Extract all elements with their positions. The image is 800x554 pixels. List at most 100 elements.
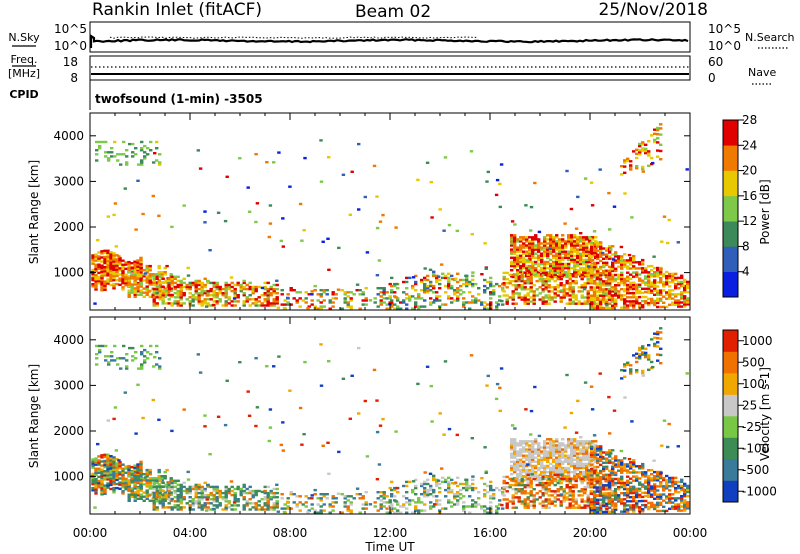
power-cell	[139, 256, 143, 260]
velocity-cell	[565, 496, 569, 499]
velocity-cell	[544, 506, 548, 509]
power-cell	[160, 273, 164, 276]
velocity-cell	[176, 479, 180, 482]
velocity-cell	[492, 497, 496, 500]
power-cell	[227, 283, 231, 287]
velocity-cell	[537, 479, 541, 482]
power-cell	[544, 271, 548, 275]
power-cell	[513, 246, 517, 249]
velocity-cell	[100, 470, 104, 473]
power-cell	[465, 278, 469, 282]
power-cell	[191, 296, 195, 299]
velocity-cell	[179, 487, 183, 491]
power-cell	[530, 269, 534, 272]
power-cell	[534, 246, 538, 249]
power-cell	[176, 304, 180, 307]
velocity-cell	[570, 438, 574, 441]
velocity-cell	[164, 483, 168, 487]
power-cell	[537, 248, 541, 251]
power-cell	[576, 269, 580, 272]
velocity-cell	[528, 454, 532, 457]
velocity-cell	[242, 506, 246, 509]
power-cell	[91, 283, 95, 286]
velocity-cell	[564, 458, 568, 461]
velocity-cell	[579, 436, 583, 439]
power-cell	[148, 275, 152, 278]
velocity-cell	[558, 462, 562, 466]
power-cell	[157, 266, 161, 270]
power-cell	[599, 272, 603, 275]
velocity-cell	[544, 481, 548, 485]
velocity-cell	[245, 502, 249, 505]
power-cell	[659, 277, 663, 280]
power-cell	[251, 302, 255, 305]
velocity-cell	[272, 491, 276, 495]
velocity-cell	[528, 448, 532, 451]
power-cell	[513, 238, 517, 241]
velocity-cell	[200, 506, 204, 509]
power-cell	[614, 292, 618, 295]
power-cell	[173, 275, 177, 278]
velocity-cell	[94, 490, 98, 493]
power-cell	[522, 266, 526, 270]
velocity-cell	[567, 475, 571, 478]
velocity-cell	[541, 500, 545, 503]
power-cell	[550, 277, 554, 281]
power-cell	[599, 265, 603, 269]
power-cell	[608, 292, 612, 295]
velocity-cell	[121, 475, 125, 479]
power-cell	[546, 242, 550, 245]
power-cell	[350, 170, 354, 173]
velocity-cell	[523, 506, 527, 509]
velocity-cell	[665, 487, 669, 490]
velocity-cell	[212, 504, 216, 507]
velocity-cell	[565, 506, 569, 509]
power-cell	[267, 235, 271, 239]
velocity-cell	[349, 503, 353, 506]
power-cell	[605, 292, 609, 295]
velocity-cell	[328, 511, 332, 514]
velocity-cell	[674, 497, 678, 500]
power-cell	[674, 295, 678, 298]
velocity-cell	[552, 440, 556, 443]
velocity-cell	[641, 495, 645, 499]
velocity-cell	[528, 470, 532, 474]
velocity-cell	[677, 509, 681, 512]
velocity-cell	[638, 487, 642, 490]
power-cell	[182, 292, 186, 295]
power-cell	[522, 260, 526, 264]
velocity-cell	[585, 452, 589, 455]
velocity-cell	[495, 509, 499, 512]
velocity-cell	[573, 440, 577, 443]
velocity-cell	[647, 475, 651, 478]
power-cell	[568, 286, 572, 289]
velocity-cell	[519, 448, 523, 451]
power-cell	[573, 271, 577, 274]
power-cell	[513, 236, 517, 239]
velocity-cell	[103, 490, 107, 493]
velocity-cell	[665, 501, 669, 504]
power-cell	[191, 281, 195, 285]
velocity-cell	[511, 502, 515, 505]
power-cell	[585, 262, 589, 266]
velocity-cell	[588, 452, 592, 455]
power-cell	[568, 290, 572, 293]
power-cell	[103, 282, 107, 285]
velocity-cell	[91, 472, 95, 476]
velocity-cell	[127, 466, 131, 470]
power-cell	[614, 277, 618, 281]
velocity-cell	[588, 446, 592, 449]
power-cell	[656, 149, 660, 152]
power-cell	[280, 303, 284, 306]
power-cell	[510, 248, 514, 251]
power-cell	[221, 287, 225, 291]
power-cell	[417, 307, 421, 310]
velocity-cell	[167, 498, 171, 501]
power-cell	[358, 289, 362, 292]
velocity-cell	[547, 477, 551, 481]
velocity-cell	[644, 499, 648, 503]
power-cell	[659, 158, 663, 161]
power-cell	[328, 307, 332, 310]
velocity-cell	[224, 487, 228, 491]
velocity-cell	[224, 493, 228, 497]
